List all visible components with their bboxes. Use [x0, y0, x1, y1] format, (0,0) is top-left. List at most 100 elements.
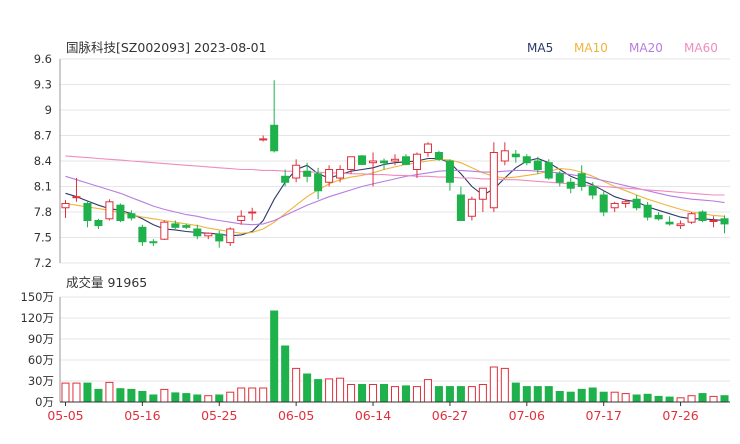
- candle-up: [204, 232, 213, 237]
- candle-up: [500, 150, 509, 162]
- volume-bar: [643, 393, 652, 403]
- volume-bar: [171, 392, 180, 403]
- x-tick-label: 07-26: [662, 408, 698, 423]
- candle-up: [237, 215, 246, 221]
- candle-down: [511, 153, 520, 158]
- volume-bar: [248, 387, 257, 403]
- candle-up: [412, 153, 421, 170]
- volume-bar: [281, 345, 290, 403]
- volume-tick-label: 30万: [28, 374, 54, 388]
- candle-up: [325, 169, 334, 183]
- price-tick-label: 9.3: [34, 78, 52, 92]
- volume-bar: [138, 391, 147, 403]
- candle-down: [456, 194, 465, 221]
- price-tick-label: 7.2: [34, 256, 52, 270]
- ma-line-ma20: [65, 169, 725, 226]
- volume-bar: [676, 397, 685, 403]
- x-tick-label: 06-14: [355, 408, 391, 423]
- volume-bar: [259, 387, 268, 403]
- price-tick-label: 8.4: [34, 154, 52, 168]
- volume-bar: [500, 367, 509, 403]
- candle-down: [522, 156, 531, 164]
- volume-bar: [511, 382, 520, 403]
- candle-down: [303, 170, 312, 177]
- ma-line-ma60: [65, 155, 725, 196]
- candle-down: [643, 204, 652, 218]
- candle-up: [621, 201, 630, 205]
- candle-down: [171, 223, 180, 228]
- legend-ma10: MA10: [574, 41, 608, 55]
- candle-down: [577, 173, 586, 187]
- volume-bar: [347, 384, 356, 403]
- candle-down: [116, 204, 125, 221]
- candle-up: [292, 164, 301, 179]
- candle-up: [489, 152, 498, 209]
- volume-bar: [292, 367, 301, 403]
- candle-down: [314, 173, 323, 192]
- candle-down: [270, 124, 279, 152]
- volume-bar: [478, 384, 487, 403]
- volume-bar: [588, 387, 597, 403]
- price-tick-label: 7.5: [34, 231, 52, 245]
- legend-ma60: MA60: [684, 41, 718, 55]
- volume-bar: [610, 391, 619, 403]
- volume-bar: [467, 386, 476, 403]
- candle-up: [687, 213, 696, 223]
- candle-up: [248, 211, 257, 214]
- candle-down: [533, 160, 542, 170]
- candle-up: [676, 223, 685, 227]
- candle-down: [665, 221, 674, 225]
- candle-down: [555, 173, 564, 183]
- candle-up: [467, 198, 476, 217]
- legend-ma20: MA20: [629, 41, 663, 55]
- x-tick-label: 05-16: [124, 408, 160, 423]
- candle-up: [610, 203, 619, 209]
- volume-bar: [687, 395, 696, 403]
- volume-bar: [127, 388, 136, 403]
- candle-down: [654, 214, 663, 220]
- volume-bar: [412, 386, 421, 403]
- candle-down: [149, 241, 158, 244]
- candle-up: [423, 143, 432, 153]
- volume-bar: [336, 377, 345, 403]
- volume-bar: [94, 388, 103, 403]
- volume-bar: [434, 386, 443, 403]
- volume-tick-label: 0万: [35, 395, 54, 409]
- volume-bar: [489, 366, 498, 403]
- candle-up: [478, 187, 487, 200]
- volume-bar: [555, 391, 564, 403]
- candle-down: [193, 228, 202, 237]
- volume-bar: [270, 310, 279, 403]
- volume-bar: [456, 386, 465, 403]
- volume-bar: [632, 394, 641, 403]
- volume-bar: [522, 386, 531, 403]
- candle-up: [105, 201, 114, 220]
- candle-down: [544, 162, 553, 179]
- candle-down: [127, 213, 136, 219]
- volume-bar: [182, 393, 191, 403]
- volume-tick-label: 90万: [28, 332, 54, 346]
- candle-down: [720, 218, 729, 225]
- candle-up: [390, 158, 400, 162]
- candle-down: [401, 156, 410, 165]
- volume-bar: [303, 373, 312, 403]
- price-tick-label: 8.7: [34, 129, 52, 143]
- volume-bar: [149, 394, 158, 403]
- volume-bar: [226, 391, 235, 403]
- legend: MA5 MA10 MA20 MA60: [527, 41, 718, 55]
- volume-bar: [533, 386, 542, 403]
- candle-down: [182, 225, 191, 228]
- candle-down: [94, 220, 103, 227]
- volume-bar: [314, 379, 323, 403]
- volume-bar: [380, 384, 389, 403]
- candle-up: [369, 160, 378, 164]
- volume-tick-label: 60万: [28, 353, 54, 367]
- volume-tick-label: 120万: [21, 311, 54, 325]
- volume-bar: [665, 396, 674, 403]
- candle-down: [138, 226, 147, 243]
- candle-up: [709, 220, 718, 222]
- volume-tick-label: 150万: [21, 290, 54, 304]
- axes: 9.6 9.3 9 8.7 8.4 8.1 7.8 7.5 7.2 150万 120万 90万 60万 3…: [21, 52, 730, 423]
- x-tick-label: 07-17: [586, 408, 622, 423]
